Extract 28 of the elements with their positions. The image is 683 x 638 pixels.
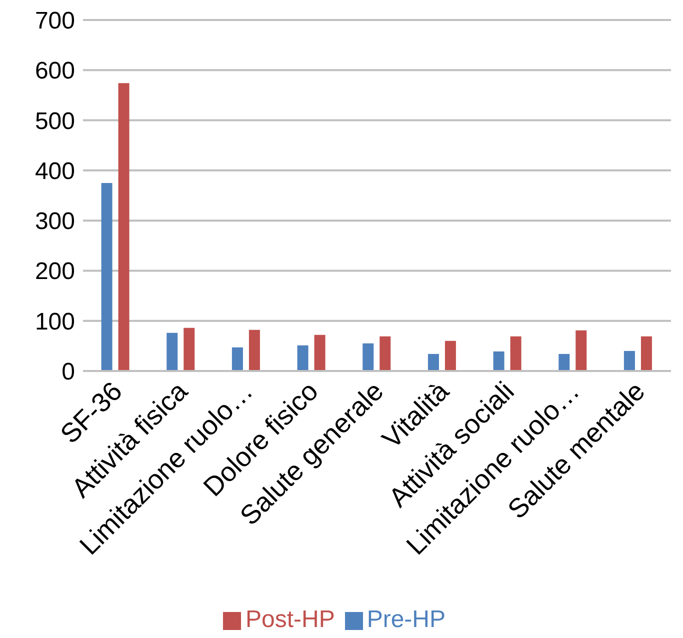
bar [558,354,570,371]
y-tick-label: 400 [34,158,75,185]
bar [380,336,391,371]
bar [428,354,439,371]
y-tick-label: 500 [34,108,75,135]
y-tick-label: 300 [34,208,75,236]
y-tick-label: 600 [34,58,75,85]
y-tick-label: 0 [62,358,75,386]
bar [510,336,522,371]
bar [297,345,308,371]
bar [314,334,326,371]
bar [576,330,587,371]
y-tick-label: 100 [34,308,75,336]
bar [624,350,635,371]
bar [101,182,112,371]
bar [184,328,195,371]
bar [362,343,374,371]
bar [166,332,178,371]
legend-label: Post-HP [245,606,335,633]
bar [232,347,243,371]
bar [118,83,130,371]
bar [444,340,456,371]
bar [248,330,260,371]
bar [493,351,504,371]
y-tick-label: 700 [34,8,75,35]
y-tick-label: 200 [34,258,75,286]
bar [640,336,652,371]
legend-label: Pre-HP [366,606,446,633]
